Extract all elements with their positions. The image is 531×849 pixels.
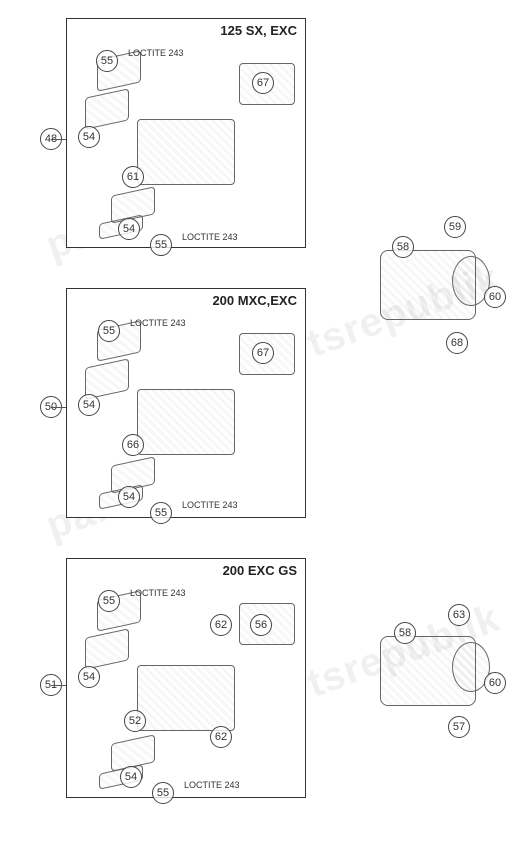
callout-54: 54	[118, 218, 140, 240]
note-loctite: LOCTITE 243	[182, 500, 238, 510]
callout-55: 55	[98, 590, 120, 612]
callout-67: 67	[252, 342, 274, 364]
callout-61: 61	[122, 166, 144, 188]
callout-54: 54	[78, 126, 100, 148]
callout-57: 57	[448, 716, 470, 738]
callout-55: 55	[150, 502, 172, 524]
note-loctite: LOCTITE 243	[130, 318, 186, 328]
panel-title: 125 SX, EXC	[220, 23, 297, 38]
callout-55: 55	[96, 50, 118, 72]
callout-63: 63	[448, 604, 470, 626]
panel-title: 200 MXC,EXC	[212, 293, 297, 308]
callout-58: 58	[394, 622, 416, 644]
sketch-housing	[137, 119, 235, 185]
sketch-reed	[85, 628, 129, 669]
callout-62: 62	[210, 614, 232, 636]
callout-58: 58	[392, 236, 414, 258]
sketch-housing	[137, 389, 235, 455]
callout-67: 67	[252, 72, 274, 94]
callout-54: 54	[78, 394, 100, 416]
leader-line	[51, 407, 66, 408]
callout-68: 68	[446, 332, 468, 354]
callout-54: 54	[120, 766, 142, 788]
sketch-housing	[137, 665, 235, 731]
sketch-reed	[85, 88, 129, 129]
note-loctite: LOCTITE 243	[130, 588, 186, 598]
leader-line	[51, 139, 66, 140]
callout-55: 55	[98, 320, 120, 342]
callout-54: 54	[118, 486, 140, 508]
note-loctite: LOCTITE 243	[128, 48, 184, 58]
callout-59: 59	[444, 216, 466, 238]
leader-line	[51, 685, 66, 686]
callout-52: 52	[124, 710, 146, 732]
panel-title: 200 EXC GS	[223, 563, 297, 578]
callout-60: 60	[484, 672, 506, 694]
note-loctite: LOCTITE 243	[184, 780, 240, 790]
callout-66: 66	[122, 434, 144, 456]
callout-55: 55	[152, 782, 174, 804]
note-loctite: LOCTITE 243	[182, 232, 238, 242]
callout-60: 60	[484, 286, 506, 308]
callout-56: 56	[250, 614, 272, 636]
callout-62: 62	[210, 726, 232, 748]
callout-55: 55	[150, 234, 172, 256]
callout-54: 54	[78, 666, 100, 688]
